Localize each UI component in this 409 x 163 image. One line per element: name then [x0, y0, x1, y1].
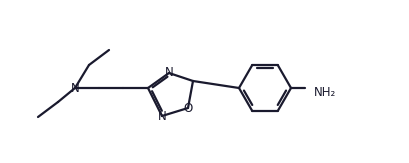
Text: NH₂: NH₂	[314, 87, 336, 99]
Text: N: N	[157, 110, 166, 123]
Text: O: O	[183, 102, 193, 114]
Text: N: N	[71, 82, 79, 95]
Text: N: N	[165, 67, 173, 80]
